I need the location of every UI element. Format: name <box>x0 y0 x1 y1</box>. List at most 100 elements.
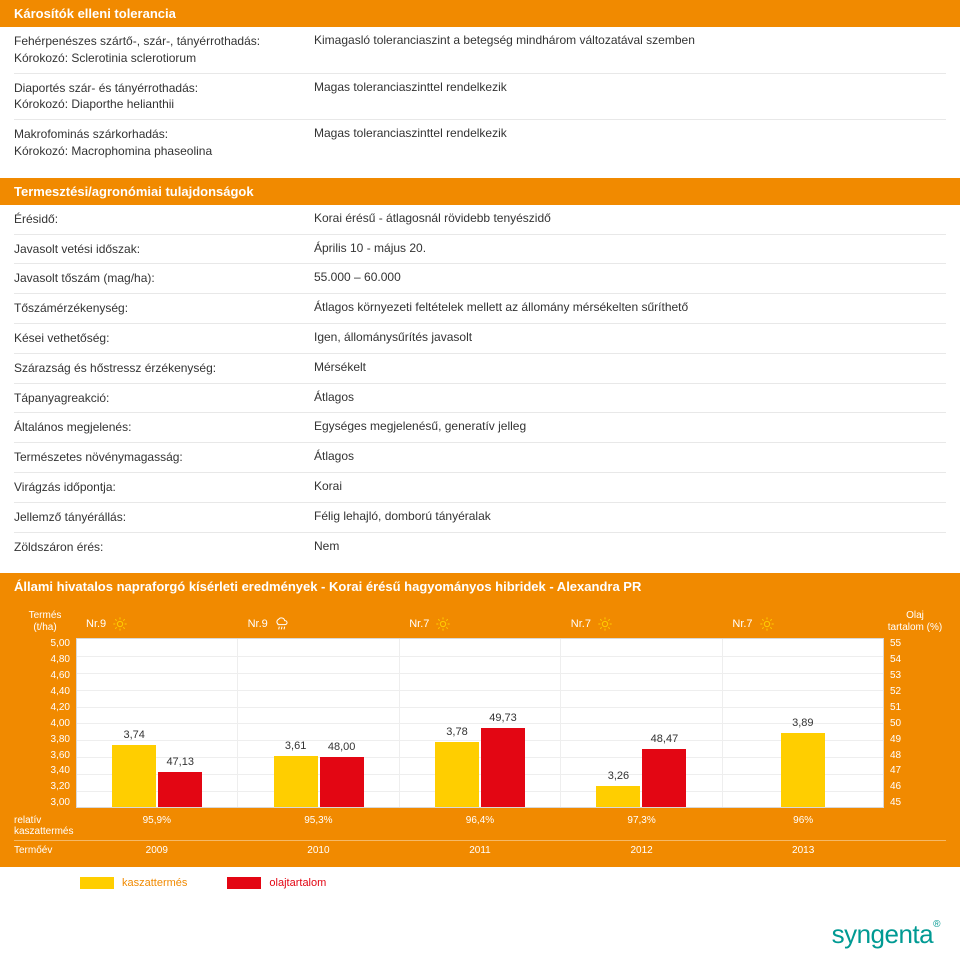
table-row: Tápanyagreakció:Átlagos <box>14 384 946 414</box>
row-value: Korai <box>314 479 946 496</box>
chart-area: Termés(t/ha) 5,004,804,604,404,204,003,8… <box>0 600 960 867</box>
row-value: Egységes megjelenésű, generatív jelleg <box>314 419 946 436</box>
chart-col-header: Nr.9 <box>238 610 400 638</box>
y-right-tick: 46 <box>890 781 946 792</box>
row-label: Tápanyagreakció: <box>14 390 314 407</box>
row-label: Fehérpenészes szártő-, szár-, tányérroth… <box>14 33 314 50</box>
rel-value: 95,9% <box>76 815 238 837</box>
chart-bar-group: 3,78 49,73 <box>400 639 561 807</box>
table-row: Fehérpenészes szártő-, szár-, tányérroth… <box>14 27 946 74</box>
legend-item: olajtartalom <box>227 877 326 889</box>
chart-col-header: Nr.9 <box>76 610 238 638</box>
bar-label: 3,26 <box>608 770 629 782</box>
chart-plot: 3,7447,133,6148,003,7849,733,2648,473,89 <box>76 638 884 808</box>
bar-label: 3,74 <box>123 729 144 741</box>
y-right-tick: 50 <box>890 718 946 729</box>
y-right-axis: Olajtartalom (%) 5554535251504948474645 <box>884 610 946 808</box>
chart-legend: kaszattermésolajtartalom <box>0 867 960 889</box>
bar-label: 3,89 <box>792 717 813 729</box>
row-value: Igen, állománysűrítés javasolt <box>314 330 946 347</box>
row-label: Jellemző tányérállás: <box>14 509 314 526</box>
legend-swatch <box>80 877 114 889</box>
bar-label: 3,61 <box>285 740 306 752</box>
bar-oil: 47,13 <box>158 772 202 808</box>
y-left-tick: 3,40 <box>14 765 70 776</box>
table-row: Javasolt vetési időszak:Április 10 - máj… <box>14 235 946 265</box>
row-value: Április 10 - május 20. <box>314 241 946 258</box>
sun-icon <box>435 616 451 632</box>
table-row: Diaportés szár- és tányérrothadás:Kóroko… <box>14 74 946 121</box>
bar-oil: 48,00 <box>320 757 364 807</box>
row-label: Szárazság és hőstressz érzékenység: <box>14 360 314 377</box>
chart-bar-group: 3,89 <box>723 639 883 807</box>
bar-label: 48,47 <box>651 733 679 745</box>
footer-logo: syngenta® <box>0 889 960 960</box>
bar-yield: 3,89 <box>781 733 825 808</box>
y-right-tick: 49 <box>890 734 946 745</box>
table-row: Zöldszáron érés:Nem <box>14 533 946 562</box>
sun-icon <box>597 616 613 632</box>
y-left-tick: 3,60 <box>14 750 70 761</box>
nr-label: Nr.9 <box>248 618 268 630</box>
bar-label: 49,73 <box>489 712 517 724</box>
row-value: Magas toleranciaszinttel rendelkezik <box>314 80 946 114</box>
table-row: Tőszámérzékenység:Átlagos környezeti fel… <box>14 294 946 324</box>
row-sublabel: Kórokozó: Sclerotinia sclerotiorum <box>14 50 314 67</box>
row-label: Általános megjelenés: <box>14 419 314 436</box>
chart-col-header: Nr.7 <box>722 610 884 638</box>
rel-value: 95,3% <box>238 815 400 837</box>
bar-yield: 3,78 <box>435 742 479 808</box>
row-label: Javasolt tőszám (mag/ha): <box>14 270 314 287</box>
row-label: Makrofominás szárkorhadás: <box>14 126 314 143</box>
row-value: Átlagos környezeti feltételek mellett az… <box>314 300 946 317</box>
chart-bar-group: 3,6148,00 <box>238 639 399 807</box>
table-row: Szárazság és hőstressz érzékenység:Mérsé… <box>14 354 946 384</box>
table-row: Természetes növénymagasság:Átlagos <box>14 443 946 473</box>
row-value: Átlagos <box>314 449 946 466</box>
year-value: 2013 <box>722 845 884 856</box>
row-label: Javasolt vetési időszak: <box>14 241 314 258</box>
chart-column-headers: Nr.9 Nr.9 Nr.7 Nr.7 Nr.7 <box>76 610 884 638</box>
y-left-title: Termés(t/ha) <box>14 610 76 638</box>
year-row-label: Termőév <box>14 845 76 856</box>
bar-yield: 3,61 <box>274 756 318 807</box>
legend-swatch <box>227 877 261 889</box>
rel-value: 96,4% <box>399 815 561 837</box>
row-label: Virágzás időpontja: <box>14 479 314 496</box>
y-left-tick: 4,00 <box>14 718 70 729</box>
nr-label: Nr.7 <box>732 618 752 630</box>
rel-value: 97,3% <box>561 815 723 837</box>
chart-bar-group: 3,2648,47 <box>561 639 722 807</box>
chart-col-header: Nr.7 <box>399 610 561 638</box>
y-right-tick: 45 <box>890 797 946 808</box>
y-left-tick: 3,20 <box>14 781 70 792</box>
year-value: 2011 <box>399 845 561 856</box>
table-row: Jellemző tányérállás:Félig lehajló, domb… <box>14 503 946 533</box>
row-value: Átlagos <box>314 390 946 407</box>
y-left-axis: Termés(t/ha) 5,004,804,604,404,204,003,8… <box>14 610 76 808</box>
row-value: 55.000 – 60.000 <box>314 270 946 287</box>
section1-body: Fehérpenészes szártő-, szár-, tányérroth… <box>0 27 960 166</box>
rel-value: 96% <box>722 815 884 837</box>
y-left-tick: 4,20 <box>14 702 70 713</box>
chart-title: Állami hivatalos napraforgó kísérleti er… <box>0 573 960 600</box>
chart-bar-group: 3,74 47,13 <box>77 639 238 807</box>
y-right-tick: 53 <box>890 670 946 681</box>
table-row: Kései vethetőség:Igen, állománysűrítés j… <box>14 324 946 354</box>
row-value: Korai érésű - átlagosnál rövidebb tenyés… <box>314 211 946 228</box>
y-right-title: Olajtartalom (%) <box>884 610 946 638</box>
y-right-tick: 55 <box>890 638 946 649</box>
section2-header: Termesztési/agronómiai tulajdonságok <box>0 178 960 205</box>
bar-label: 47,13 <box>166 756 194 768</box>
bar-yield: 3,26 <box>596 786 640 808</box>
year-value: 2012 <box>561 845 723 856</box>
table-row: Érésidő:Korai érésű - átlagosnál rövideb… <box>14 205 946 235</box>
sun-icon <box>112 616 128 632</box>
nr-label: Nr.7 <box>571 618 591 630</box>
section1-header: Károsítók elleni tolerancia <box>0 0 960 27</box>
row-label: Természetes növénymagasság: <box>14 449 314 466</box>
row-value: Kimagasló toleranciaszint a betegség min… <box>314 33 946 67</box>
bar-oil: 48,47 <box>642 749 686 807</box>
row-label: Diaportés szár- és tányérrothadás: <box>14 80 314 97</box>
row-label: Érésidő: <box>14 211 314 228</box>
